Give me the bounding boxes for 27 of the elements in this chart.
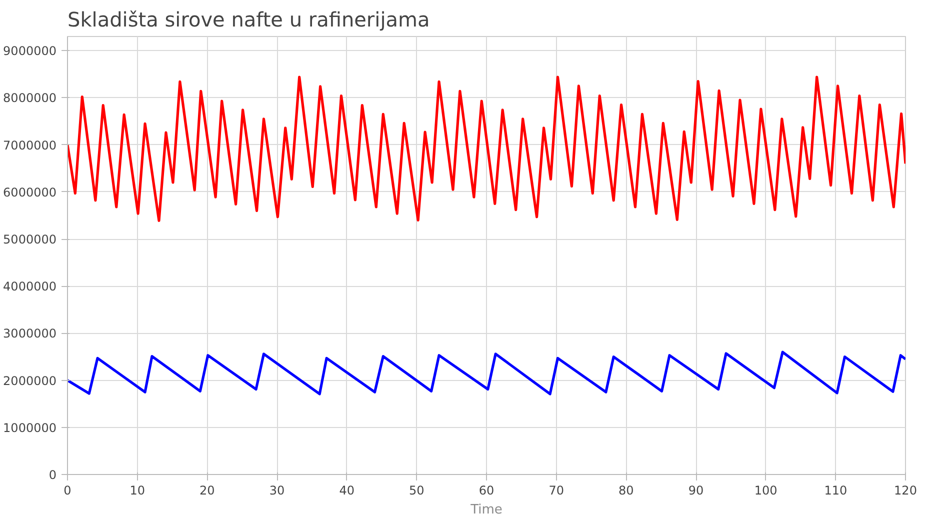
y-tick-label: 4000000 (3, 280, 57, 294)
y-tick-label: 7000000 (3, 138, 57, 152)
line-series (68, 76, 906, 222)
y-tick-label: 0 (48, 468, 57, 482)
y-tick-label: 3000000 (3, 326, 57, 341)
x-tick-label: 110 (824, 484, 848, 498)
x-tick-label: 80 (618, 484, 634, 498)
x-tick-label: 30 (269, 484, 285, 498)
y-tick-label: 8000000 (3, 91, 57, 106)
y-tick-label: 6000000 (3, 185, 57, 200)
x-axis-title: Time (470, 502, 502, 518)
y-tick-label: 2000000 (3, 374, 57, 388)
x-tick-label: 70 (548, 484, 564, 498)
x-tick-label: 120 (894, 484, 917, 498)
x-tick-label: 90 (688, 484, 704, 498)
x-tick-label: 50 (409, 484, 424, 498)
y-tick-label: 5000000 (3, 232, 57, 247)
y-tick-label: 1000000 (3, 420, 57, 435)
chart-title: Skladišta sirove nafte u rafinerijama (68, 8, 430, 32)
x-tick-label: 40 (339, 484, 354, 498)
x-tick-label: 10 (130, 484, 145, 498)
x-tick-label: 100 (754, 484, 778, 498)
y-tick-label: 9000000 (3, 44, 57, 58)
x-tick-label: 20 (200, 484, 215, 498)
x-tick-label: 60 (478, 484, 494, 498)
x-tick-label: 0 (64, 484, 72, 498)
line-series (68, 350, 906, 396)
